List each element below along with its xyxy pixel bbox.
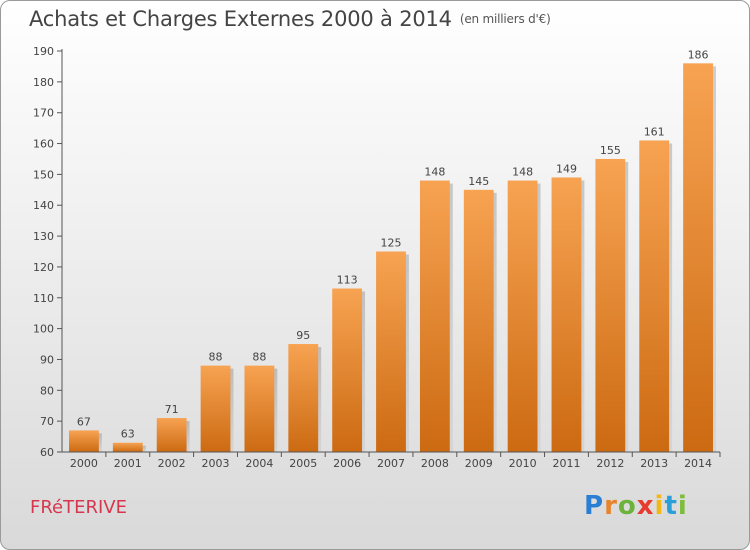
bar-value-label: 125 [381,237,402,250]
x-tick-label: 2008 [421,457,449,470]
y-tick-label: 80 [40,384,54,397]
chart-title-text: Achats et Charges Externes 2000 à 2014 [29,7,452,31]
bar [288,344,319,452]
logo-letter: o [617,491,637,521]
y-tick-label: 150 [33,168,54,181]
bar-value-label: 88 [209,351,223,364]
x-tick-label: 2003 [202,457,230,470]
x-tick-label: 2001 [114,457,142,470]
commune-name: FRéTERIVE [30,497,127,518]
y-tick-label: 170 [33,107,54,120]
x-tick-label: 2009 [465,457,493,470]
x-tick-label: 2012 [596,457,624,470]
bar-value-label: 71 [165,403,179,416]
logo-letter: P [584,491,605,521]
y-tick-label: 180 [33,76,54,89]
x-axis: 2000 2001 2002 2003 2004 2005 2006 2007 2008 2009… [62,451,721,470]
bar [156,418,187,452]
bar [69,430,99,452]
bar-value-label: 67 [77,415,91,428]
bar-value-label: 149 [556,162,577,175]
bar-value-label: 155 [600,144,621,157]
logo-letter: i [677,491,688,521]
bar [200,365,231,452]
proxiti-logo: Proxiti [584,491,688,521]
y-tick-label: 190 [33,45,54,58]
bars-group: 67 63 71 88 88 95 113 125 148 145 148 149 155 161 186 [69,48,716,453]
bar-value-label: 145 [468,175,489,188]
bar-value-label: 186 [688,48,709,61]
bar-value-label: 63 [121,428,135,441]
x-tick-label: 2010 [509,457,537,470]
bar-value-label: 95 [296,329,310,342]
y-tick-label: 70 [40,415,54,428]
y-tick-label: 160 [33,138,54,151]
x-tick-label: 2005 [289,457,317,470]
y-tick-label: 120 [33,261,54,274]
logo-letter: x [636,491,655,521]
x-tick-label: 2000 [70,457,98,470]
y-tick-label: 140 [33,199,54,212]
bar-value-label: 161 [644,125,665,138]
bar-value-label: 113 [337,274,358,287]
x-tick-label: 2013 [640,457,668,470]
bar [244,365,275,452]
y-tick-label: 110 [33,292,54,305]
chart-title: Achats et Charges Externes 2000 à 2014 (e… [29,7,551,31]
x-tick-label: 2004 [245,457,273,470]
bar-value-label: 88 [252,351,266,364]
bar-value-label: 148 [424,166,445,179]
x-tick-label: 2002 [158,457,186,470]
y-tick-label: 90 [40,353,54,366]
logo-letter: t [664,491,678,521]
logo-letter: i [654,491,665,521]
y-tick-label: 130 [33,230,54,243]
bar [595,158,626,452]
x-tick-label: 2011 [552,457,580,470]
bar [376,251,406,452]
x-tick-label: 2006 [333,457,361,470]
bar [463,189,494,453]
bar [639,140,670,452]
bar [683,63,713,452]
chart-subtitle: (en milliers d'€) [459,12,551,26]
y-tick-label: 60 [40,446,54,459]
bar [507,180,538,453]
bar [419,180,450,453]
bar-value-label: 148 [512,166,533,179]
y-tick-label: 100 [33,323,54,336]
bar [112,442,143,452]
bar [551,177,582,452]
x-tick-label: 2007 [377,457,405,470]
logo-letter: r [604,491,618,521]
x-tick-label: 2014 [684,457,712,470]
y-axis: 60 70 80 90 100 110 120 130 140 150 160 170 180 190 [33,45,63,459]
bar [332,288,363,452]
